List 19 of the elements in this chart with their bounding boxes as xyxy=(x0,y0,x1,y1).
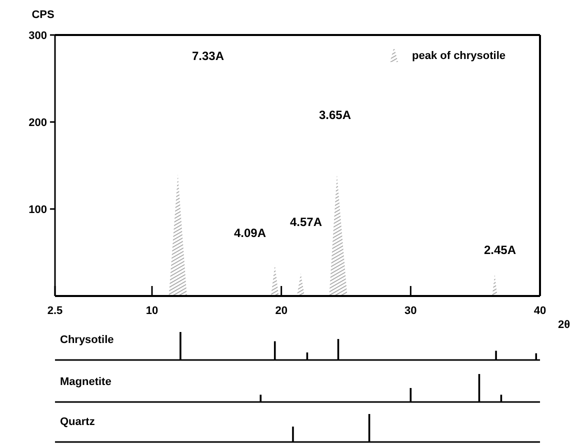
chart-title: Magnetite xyxy=(60,376,112,388)
annotation: 4.57A xyxy=(290,215,322,230)
x-tick-label: 10 xyxy=(146,305,158,317)
chart-title: Chrysotile xyxy=(60,334,114,346)
y-tick-label: 100 xyxy=(28,204,47,216)
y-axis-title: CPS xyxy=(32,9,54,21)
x-tick-label: 2.5 xyxy=(47,305,63,317)
annotation: 4.09A xyxy=(234,226,266,240)
y-tick-label: 200 xyxy=(28,116,47,129)
x-axis-title: 2θ xyxy=(558,319,570,331)
legend-label: peak of chrysotile xyxy=(412,50,506,62)
x-tick-label: 20 xyxy=(275,305,288,317)
chart-title: Quartz xyxy=(60,416,96,428)
annotation: 3.65A xyxy=(318,108,352,122)
x-tick-label: 30 xyxy=(404,305,417,317)
annotation: 2.45A xyxy=(484,243,516,258)
y-tick-label: 300 xyxy=(28,30,47,42)
annotation: 7.33A xyxy=(192,49,224,64)
x-tick-label: 40 xyxy=(534,305,546,317)
